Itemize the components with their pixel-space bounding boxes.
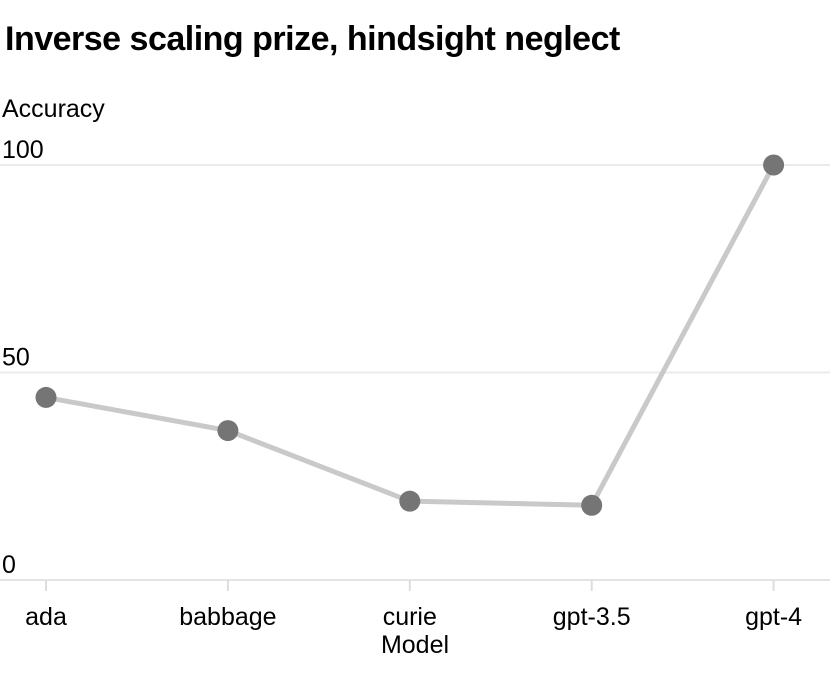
data-point-babbage <box>217 420 239 442</box>
y-tick-label: 50 <box>2 344 30 372</box>
x-axis-title: Model <box>380 631 450 659</box>
data-point-gpt-4 <box>763 154 785 176</box>
data-point-curie <box>399 490 421 512</box>
x-tick-label: babbage <box>179 603 276 631</box>
y-axis-title: Accuracy <box>2 95 105 123</box>
data-point-gpt-3.5 <box>581 494 603 516</box>
x-tick-label: ada <box>25 603 67 631</box>
chart-title: Inverse scaling prize, hindsight neglect <box>5 20 620 58</box>
series-line <box>43 162 777 508</box>
data-point-ada <box>35 386 57 408</box>
x-tick-label: curie <box>383 603 437 631</box>
y-tick-label: 0 <box>2 551 16 579</box>
x-tick-label: gpt-4 <box>745 603 802 631</box>
x-tick-label: gpt-3.5 <box>553 603 631 631</box>
y-tick-label: 100 <box>2 136 44 164</box>
